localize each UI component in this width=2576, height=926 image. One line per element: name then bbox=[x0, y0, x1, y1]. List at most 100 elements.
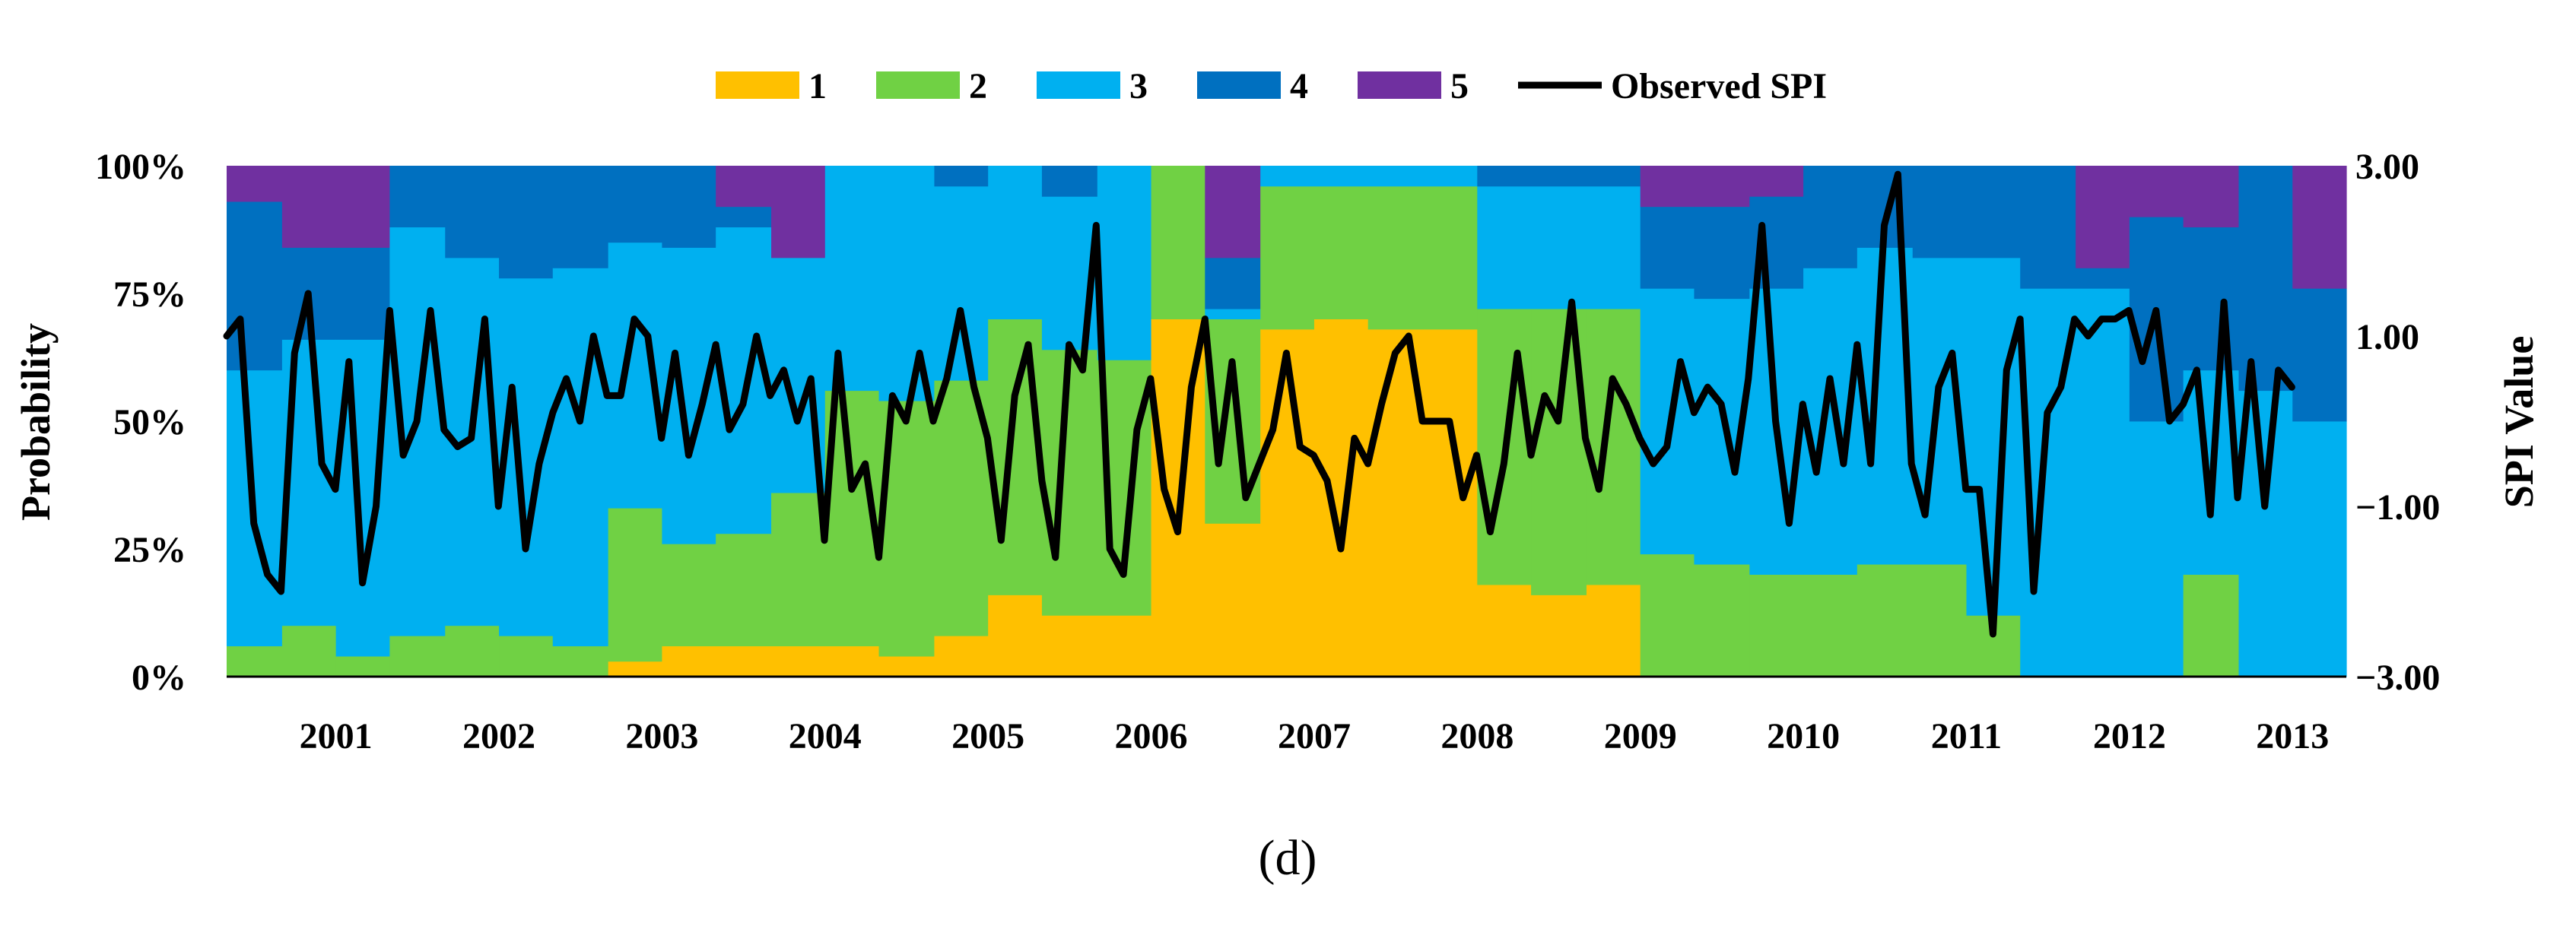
area-category-3 bbox=[824, 166, 880, 392]
area-category-4 bbox=[389, 166, 446, 228]
area-category-2 bbox=[1640, 553, 1695, 677]
area-category-2 bbox=[1749, 574, 1804, 677]
legend: 1 2 3 4 5 Observed SPI bbox=[716, 66, 1827, 106]
area-category-2 bbox=[389, 636, 446, 677]
area-category-4 bbox=[1477, 166, 1532, 187]
area-category-3 bbox=[1260, 166, 1315, 187]
area-category-4 bbox=[716, 206, 772, 228]
legend-item-c2: 2 bbox=[876, 66, 987, 106]
area-category-3 bbox=[1966, 257, 2021, 616]
area-category-1 bbox=[662, 645, 716, 677]
area-category-5 bbox=[281, 166, 337, 248]
x-tick-label: 2012 bbox=[2093, 716, 2166, 756]
area-category-1 bbox=[1205, 523, 1261, 677]
x-tick-label: 2013 bbox=[2256, 716, 2329, 756]
area-category-3 bbox=[1097, 166, 1152, 360]
y-left-axis-label: Probability bbox=[13, 323, 59, 521]
area-category-4 bbox=[227, 201, 283, 371]
area-category-3 bbox=[1531, 186, 1587, 309]
area-category-1 bbox=[1477, 585, 1532, 677]
x-tick-label: 2005 bbox=[951, 716, 1024, 756]
area-category-4 bbox=[2183, 227, 2240, 371]
area-category-5 bbox=[2076, 166, 2130, 268]
area-category-4 bbox=[1041, 166, 1098, 197]
y-right-axis-label: SPI Value bbox=[2496, 336, 2542, 509]
area-category-4 bbox=[499, 166, 554, 279]
area-category-1 bbox=[1423, 329, 1478, 677]
area-category-3 bbox=[2076, 288, 2130, 677]
area-category-1 bbox=[1531, 595, 1587, 677]
x-tick-label: 2011 bbox=[1931, 716, 2002, 756]
legend-label: Observed SPI bbox=[1611, 66, 1827, 106]
x-tick-label: 2006 bbox=[1115, 716, 1188, 756]
area-category-2 bbox=[445, 625, 500, 677]
area-category-4 bbox=[1912, 166, 1968, 258]
area-category-1 bbox=[934, 636, 989, 677]
area-category-2 bbox=[1260, 186, 1315, 330]
x-tick-label: 2003 bbox=[625, 716, 698, 756]
legend-item-c1: 1 bbox=[716, 66, 827, 106]
area-category-1 bbox=[878, 656, 935, 677]
area-category-3 bbox=[2238, 390, 2293, 677]
area-category-2 bbox=[1803, 574, 1858, 677]
area-category-2 bbox=[227, 645, 283, 677]
x-tick-label: 2009 bbox=[1604, 716, 1677, 756]
legend-label: 5 bbox=[1450, 66, 1469, 106]
area-category-4 bbox=[335, 247, 390, 340]
area-category-5 bbox=[2129, 166, 2184, 217]
y-right-tick-label: −1.00 bbox=[2355, 487, 2440, 528]
area-category-4 bbox=[445, 166, 500, 258]
area-category-5 bbox=[771, 166, 826, 258]
x-tick-label: 2008 bbox=[1440, 716, 1514, 756]
area-category-2 bbox=[608, 508, 663, 662]
area-category-5 bbox=[716, 166, 772, 208]
area-category-4 bbox=[2238, 166, 2293, 392]
probability-areas bbox=[227, 166, 2347, 677]
area-category-3 bbox=[552, 268, 609, 647]
legend-label: 1 bbox=[808, 66, 827, 106]
area-category-4 bbox=[1531, 166, 1587, 187]
area-category-1 bbox=[771, 645, 826, 677]
area-category-2 bbox=[1423, 186, 1478, 330]
area-category-5 bbox=[1749, 166, 1804, 197]
area-category-4 bbox=[662, 166, 716, 248]
legend-item-c5: 5 bbox=[1358, 66, 1469, 106]
y-right-tick-label: 3.00 bbox=[2355, 147, 2419, 187]
area-category-3 bbox=[1586, 186, 1641, 309]
area-category-2 bbox=[1694, 564, 1750, 677]
area-category-3 bbox=[988, 166, 1043, 319]
y-left-tick-label: 75% bbox=[113, 274, 186, 315]
area-category-5 bbox=[2183, 166, 2240, 228]
area-category-5 bbox=[335, 166, 390, 248]
area-category-2 bbox=[281, 625, 337, 677]
area-category-5 bbox=[1640, 166, 1695, 208]
area-category-1 bbox=[1260, 329, 1315, 677]
area-category-5 bbox=[1694, 166, 1750, 208]
y-left-tick-label: 100% bbox=[95, 147, 186, 187]
legend-item-c4: 4 bbox=[1197, 66, 1308, 106]
spi-line-layer bbox=[223, 170, 2295, 638]
area-category-3 bbox=[1477, 186, 1532, 309]
area-category-2 bbox=[988, 319, 1043, 595]
area-category-2 bbox=[1857, 564, 1914, 677]
area-category-4 bbox=[1694, 206, 1750, 300]
legend-swatch bbox=[716, 71, 799, 99]
area-category-2 bbox=[771, 493, 826, 647]
legend-label: 4 bbox=[1290, 66, 1308, 106]
area-category-4 bbox=[1640, 206, 1695, 289]
area-category-3 bbox=[1640, 288, 1695, 555]
area-category-1 bbox=[988, 595, 1043, 677]
tick-labels: 0% 25% 50% 75% 100% −3.00 −1.00 1.00 3.00 2001 200… bbox=[95, 147, 2440, 756]
area-category-2 bbox=[1313, 186, 1369, 319]
figure-caption: (d) bbox=[1259, 830, 1317, 886]
legend-swatch bbox=[1037, 71, 1120, 99]
area-category-1 bbox=[1313, 319, 1369, 677]
legend-swatch bbox=[876, 71, 960, 99]
area-category-4 bbox=[1586, 166, 1641, 187]
x-tick-label: 2007 bbox=[1278, 716, 1351, 756]
area-category-4 bbox=[2076, 268, 2130, 289]
area-category-2 bbox=[934, 380, 989, 636]
area-category-3 bbox=[716, 227, 772, 534]
area-category-2 bbox=[1041, 349, 1098, 616]
